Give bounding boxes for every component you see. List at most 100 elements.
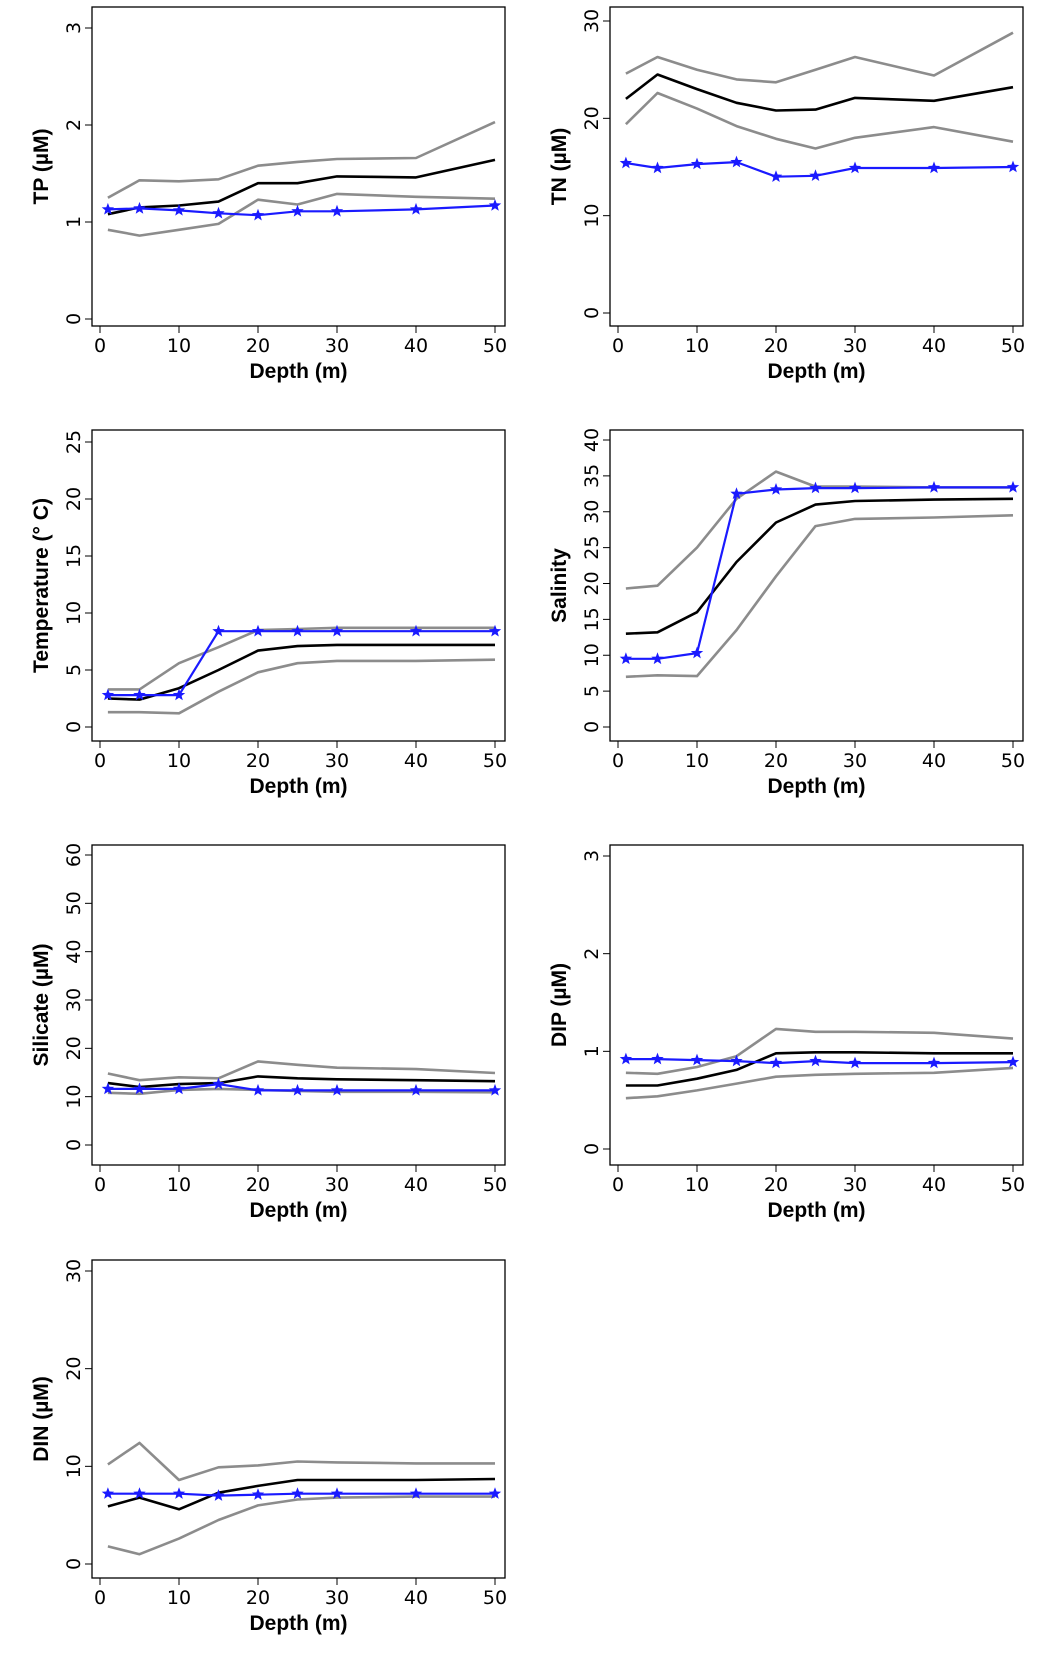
y-tick-label: 0 xyxy=(581,1143,603,1155)
observed-point-star xyxy=(101,688,115,701)
observed-point-star xyxy=(212,1489,225,1501)
observed-point-star xyxy=(809,1054,822,1067)
x-tick-label: 30 xyxy=(325,1587,349,1609)
y-tick-label: 1 xyxy=(63,216,85,228)
observed-point-star xyxy=(848,1056,862,1069)
x-tick-label: 40 xyxy=(404,1587,428,1609)
x-tick-label: 40 xyxy=(404,1174,428,1196)
x-tick-label: 10 xyxy=(685,750,709,772)
series-line-mean xyxy=(625,497,1014,635)
observed-point-star xyxy=(291,624,304,637)
observed-point-star xyxy=(488,199,502,211)
observed-point-star xyxy=(488,1487,502,1499)
x-tick-label: 50 xyxy=(483,1174,507,1196)
observed-point-star xyxy=(730,487,743,500)
observed-point-star xyxy=(848,161,862,174)
y-tick-label: 2 xyxy=(581,948,603,960)
observed-point-star xyxy=(330,204,344,217)
series-line-upper xyxy=(625,1027,1014,1076)
y-axis-title: Temperature (° C) xyxy=(30,498,53,673)
observed-point-star xyxy=(809,169,822,181)
plot-frame xyxy=(609,6,1024,327)
y-axis-title: TN (µM) xyxy=(548,128,571,205)
observed-point-star xyxy=(409,1083,423,1096)
x-axis-title: Depth (m) xyxy=(250,360,348,383)
x-tick-label: 20 xyxy=(246,750,270,772)
series-line-upper xyxy=(625,31,1014,84)
y-axis-title: DIP (µM) xyxy=(548,963,571,1047)
observed-point-star xyxy=(769,1056,783,1069)
x-axis-title: Depth (m) xyxy=(250,775,348,798)
observed-point-star xyxy=(330,624,344,637)
observed-point-star xyxy=(1006,1055,1020,1068)
x-axis-title: Depth (m) xyxy=(768,1199,866,1222)
observed-point-star xyxy=(212,624,225,637)
x-tick-label: 50 xyxy=(483,335,507,357)
x-tick-label: 30 xyxy=(325,750,349,772)
series-line-mean xyxy=(107,1477,496,1511)
y-tick-label: 25 xyxy=(581,536,603,560)
observed-point-star xyxy=(1006,480,1020,493)
x-tick-label: 20 xyxy=(764,335,788,357)
y-tick-label: 10 xyxy=(63,1085,85,1109)
observed-point-star xyxy=(848,481,862,494)
y-tick-label: 1 xyxy=(581,1045,603,1057)
series-line-lower xyxy=(625,514,1014,679)
y-tick-label: 40 xyxy=(63,940,85,964)
plot-frame xyxy=(609,844,1024,1166)
x-tick-label: 0 xyxy=(612,1174,624,1196)
observed-point-star xyxy=(291,204,304,217)
series-line-upper xyxy=(107,120,496,199)
panel-6: 0 10 20 30 40 50 0 1 2 3 Depth (m) DIP (µM) xyxy=(548,844,1025,1222)
x-tick-label: 0 xyxy=(94,1174,106,1196)
x-tick-label: 0 xyxy=(612,335,624,357)
y-tick-label: 25 xyxy=(63,430,85,454)
observed-point-star xyxy=(651,652,664,665)
y-tick-label: 2 xyxy=(63,119,85,131)
plot-frame xyxy=(609,429,1024,742)
observed-point-star xyxy=(730,1054,743,1067)
y-tick-label: 3 xyxy=(581,850,603,862)
observed-point-star xyxy=(1006,160,1020,173)
y-tick-label: 40 xyxy=(581,428,603,452)
observed-point-star xyxy=(619,1052,633,1065)
panel-7: 0 10 20 30 40 50 0 10 20 30 Depth (m) DIN (µM) xyxy=(30,1259,507,1635)
observed-point-star xyxy=(409,202,423,215)
y-tick-label: 15 xyxy=(63,544,85,568)
series-line-lower xyxy=(107,192,496,237)
observed-point-star xyxy=(251,208,265,221)
y-axis-title: DIN (µM) xyxy=(30,1376,53,1462)
observed-point-star xyxy=(133,688,146,701)
series-line-upper xyxy=(107,1060,496,1082)
y-tick-label: 10 xyxy=(63,601,85,625)
y-tick-label: 30 xyxy=(63,988,85,1012)
series-line-mean xyxy=(625,73,1014,112)
y-tick-label: 20 xyxy=(63,1357,85,1381)
observed-point-star xyxy=(101,1487,115,1499)
x-tick-label: 10 xyxy=(167,1587,191,1609)
y-tick-label: 35 xyxy=(581,464,603,488)
y-tick-label: 0 xyxy=(63,1558,85,1570)
y-tick-label: 3 xyxy=(63,22,85,34)
x-axis-title: Depth (m) xyxy=(768,360,866,383)
observed-point-star xyxy=(291,1083,304,1096)
observed-point-star xyxy=(690,646,704,659)
x-tick-label: 30 xyxy=(843,1174,867,1196)
x-tick-label: 30 xyxy=(843,335,867,357)
observed-point-star xyxy=(101,202,115,215)
observed-point-star xyxy=(291,1487,304,1499)
plot-frame xyxy=(91,1259,506,1579)
y-tick-label: 5 xyxy=(63,664,85,676)
observed-point-star xyxy=(133,1082,146,1095)
observed-point-star xyxy=(251,1488,265,1500)
x-tick-label: 20 xyxy=(246,1587,270,1609)
y-axis-title: Salinity xyxy=(548,548,571,623)
y-tick-label: 20 xyxy=(63,487,85,511)
observed-point-star xyxy=(651,1052,664,1065)
observed-point-star xyxy=(251,624,265,637)
x-tick-label: 40 xyxy=(404,750,428,772)
y-tick-label: 20 xyxy=(581,106,603,130)
x-tick-label: 30 xyxy=(843,750,867,772)
observed-point-star xyxy=(172,203,186,216)
observed-point-star xyxy=(927,1056,941,1069)
